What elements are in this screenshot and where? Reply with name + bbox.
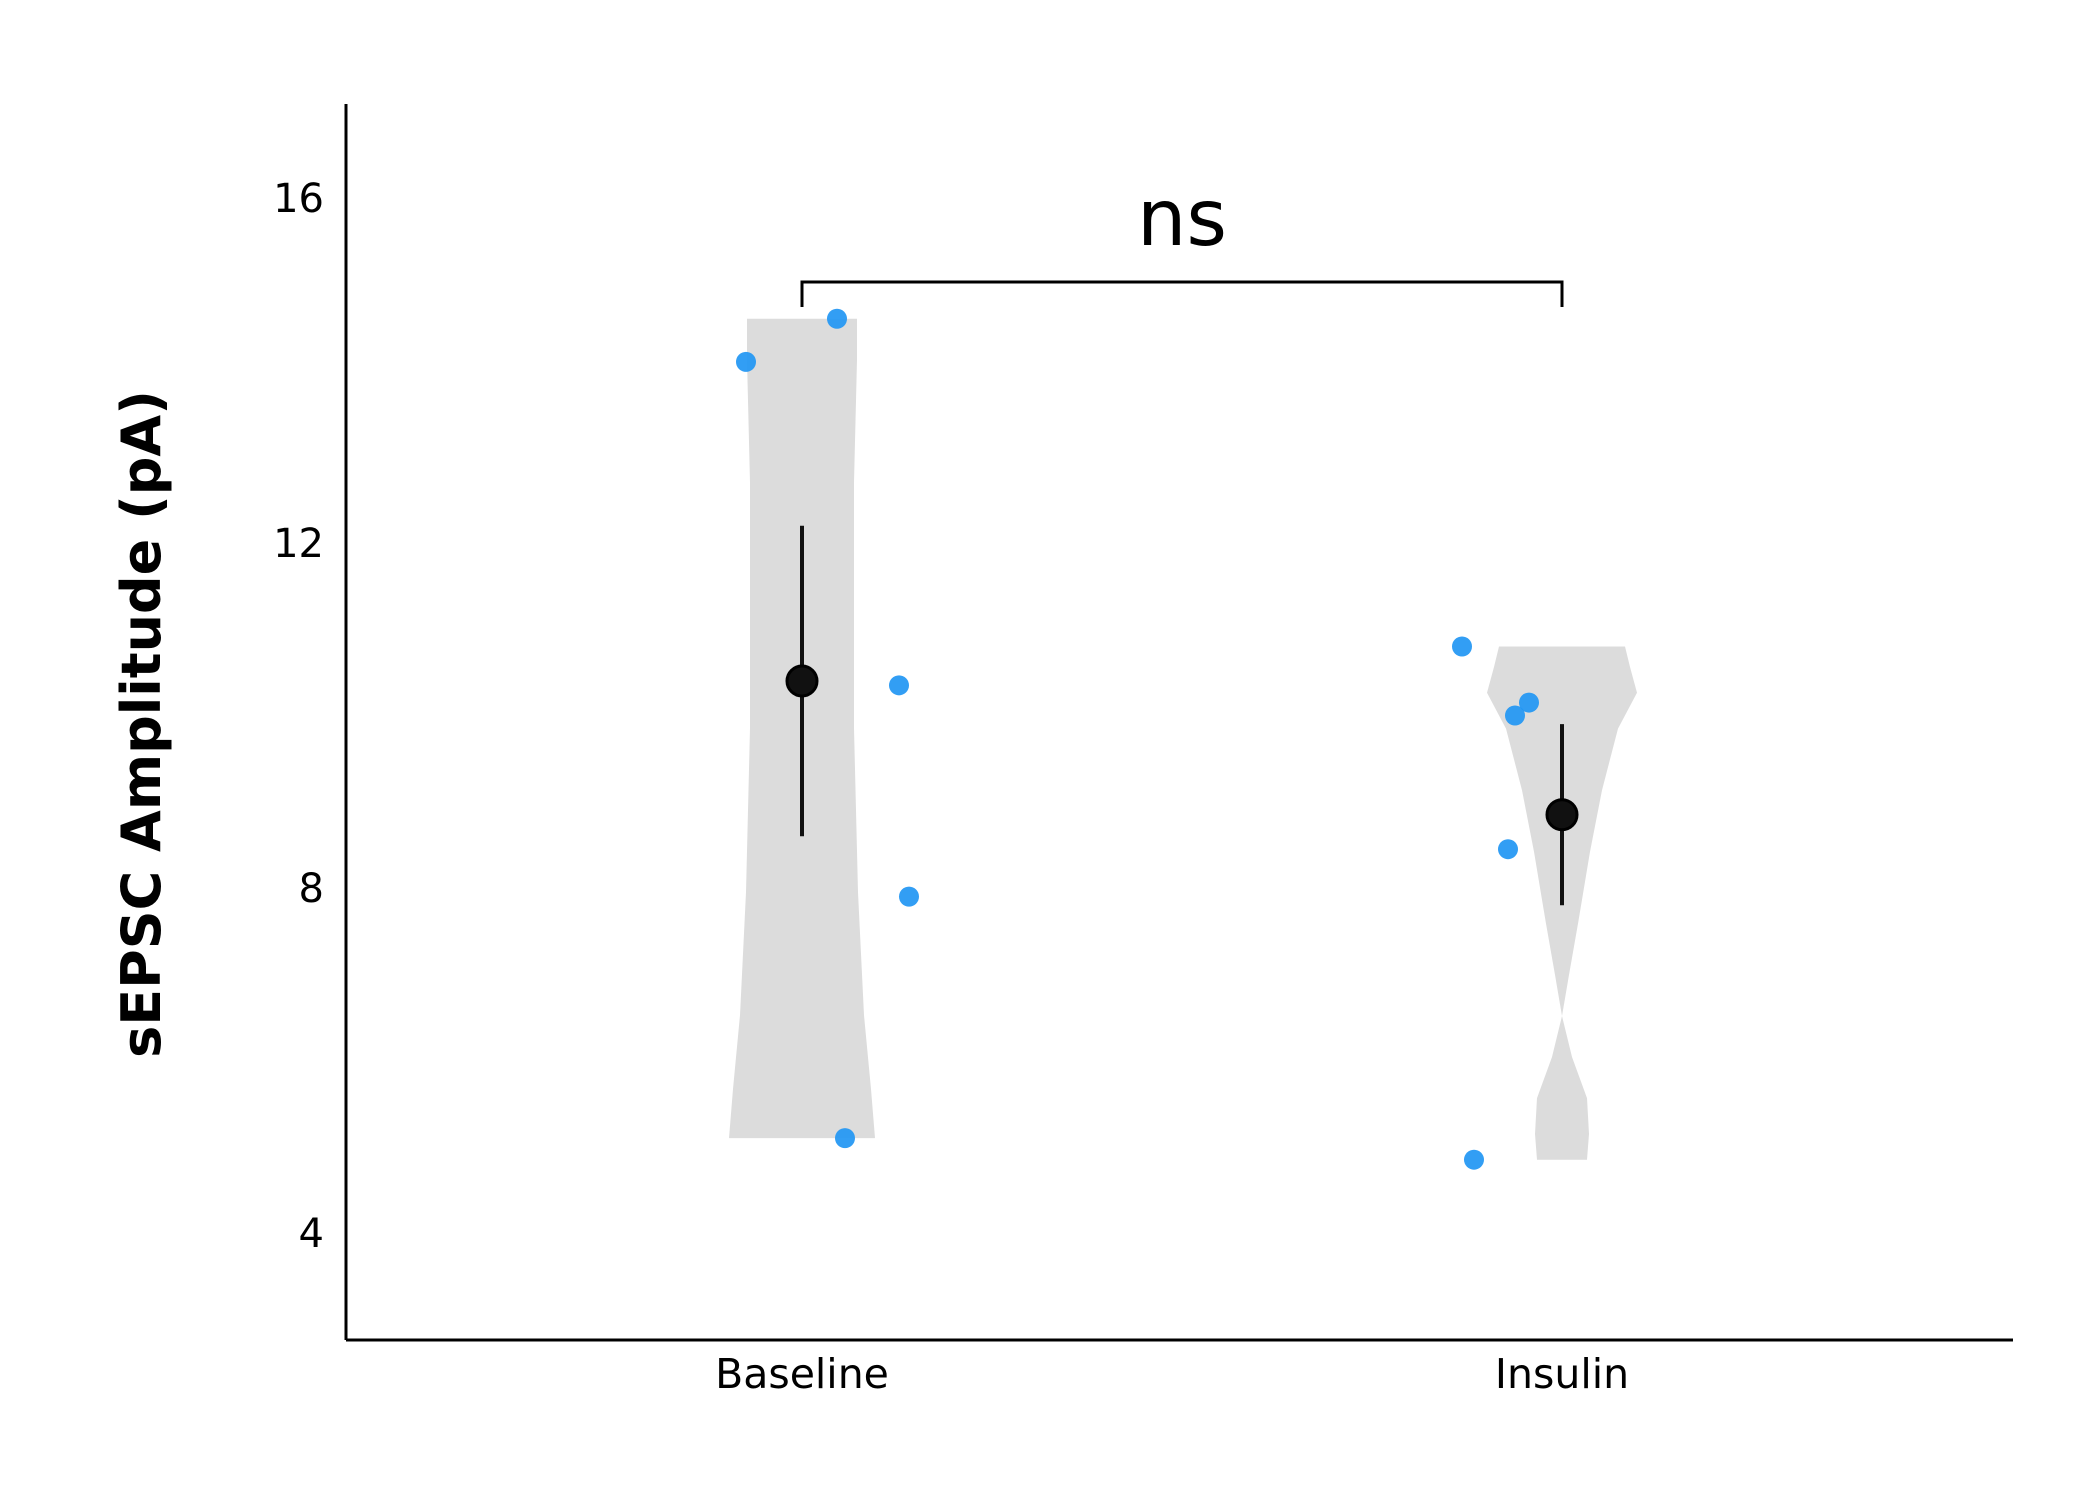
- data-point: [889, 675, 909, 696]
- significance-label: ns: [1137, 174, 1227, 264]
- mean-marker-insulin: [1545, 798, 1579, 832]
- data-point: [1452, 636, 1472, 657]
- violins-layer: [729, 318, 1637, 1160]
- significance-bracket-group: ns: [800, 174, 1564, 307]
- data-point: [1505, 705, 1525, 726]
- data-point: [899, 886, 919, 907]
- x-tick-label-insulin: Insulin: [1495, 1350, 1629, 1398]
- data-point: [1519, 692, 1539, 713]
- data-point: [736, 351, 756, 372]
- means-layer: [785, 664, 1579, 832]
- y-tick-label: 12: [273, 521, 324, 567]
- y-axis-title: sEPSC Amplitude (pA): [110, 390, 173, 1058]
- significance-bracket: [800, 280, 1564, 307]
- x-tick-labels: Baseline Insulin: [715, 1350, 1629, 1398]
- y-tick-label: 4: [299, 1211, 324, 1257]
- data-point: [1498, 839, 1518, 860]
- error-bars-layer: [800, 525, 1564, 906]
- points-layer: [736, 308, 1539, 1170]
- data-point: [1464, 1149, 1484, 1170]
- y-tick-labels: 4 8 12 16: [273, 176, 324, 1257]
- axes: [344, 104, 2013, 1342]
- data-point: [827, 308, 847, 329]
- data-point: [835, 1128, 855, 1149]
- mean-marker-baseline: [785, 664, 819, 698]
- x-tick-label-baseline: Baseline: [715, 1350, 889, 1398]
- y-tick-label: 8: [299, 866, 324, 912]
- y-tick-label: 16: [273, 176, 324, 222]
